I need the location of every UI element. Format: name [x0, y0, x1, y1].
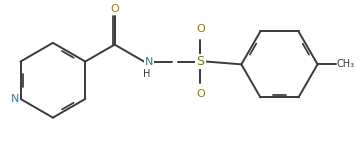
Text: O: O: [196, 24, 205, 34]
Text: N: N: [11, 94, 19, 104]
Text: CH₃: CH₃: [337, 59, 355, 69]
Text: O: O: [110, 4, 119, 14]
Text: O: O: [196, 89, 205, 99]
Text: H: H: [143, 69, 151, 79]
Text: N: N: [145, 57, 153, 67]
Text: S: S: [196, 55, 204, 68]
